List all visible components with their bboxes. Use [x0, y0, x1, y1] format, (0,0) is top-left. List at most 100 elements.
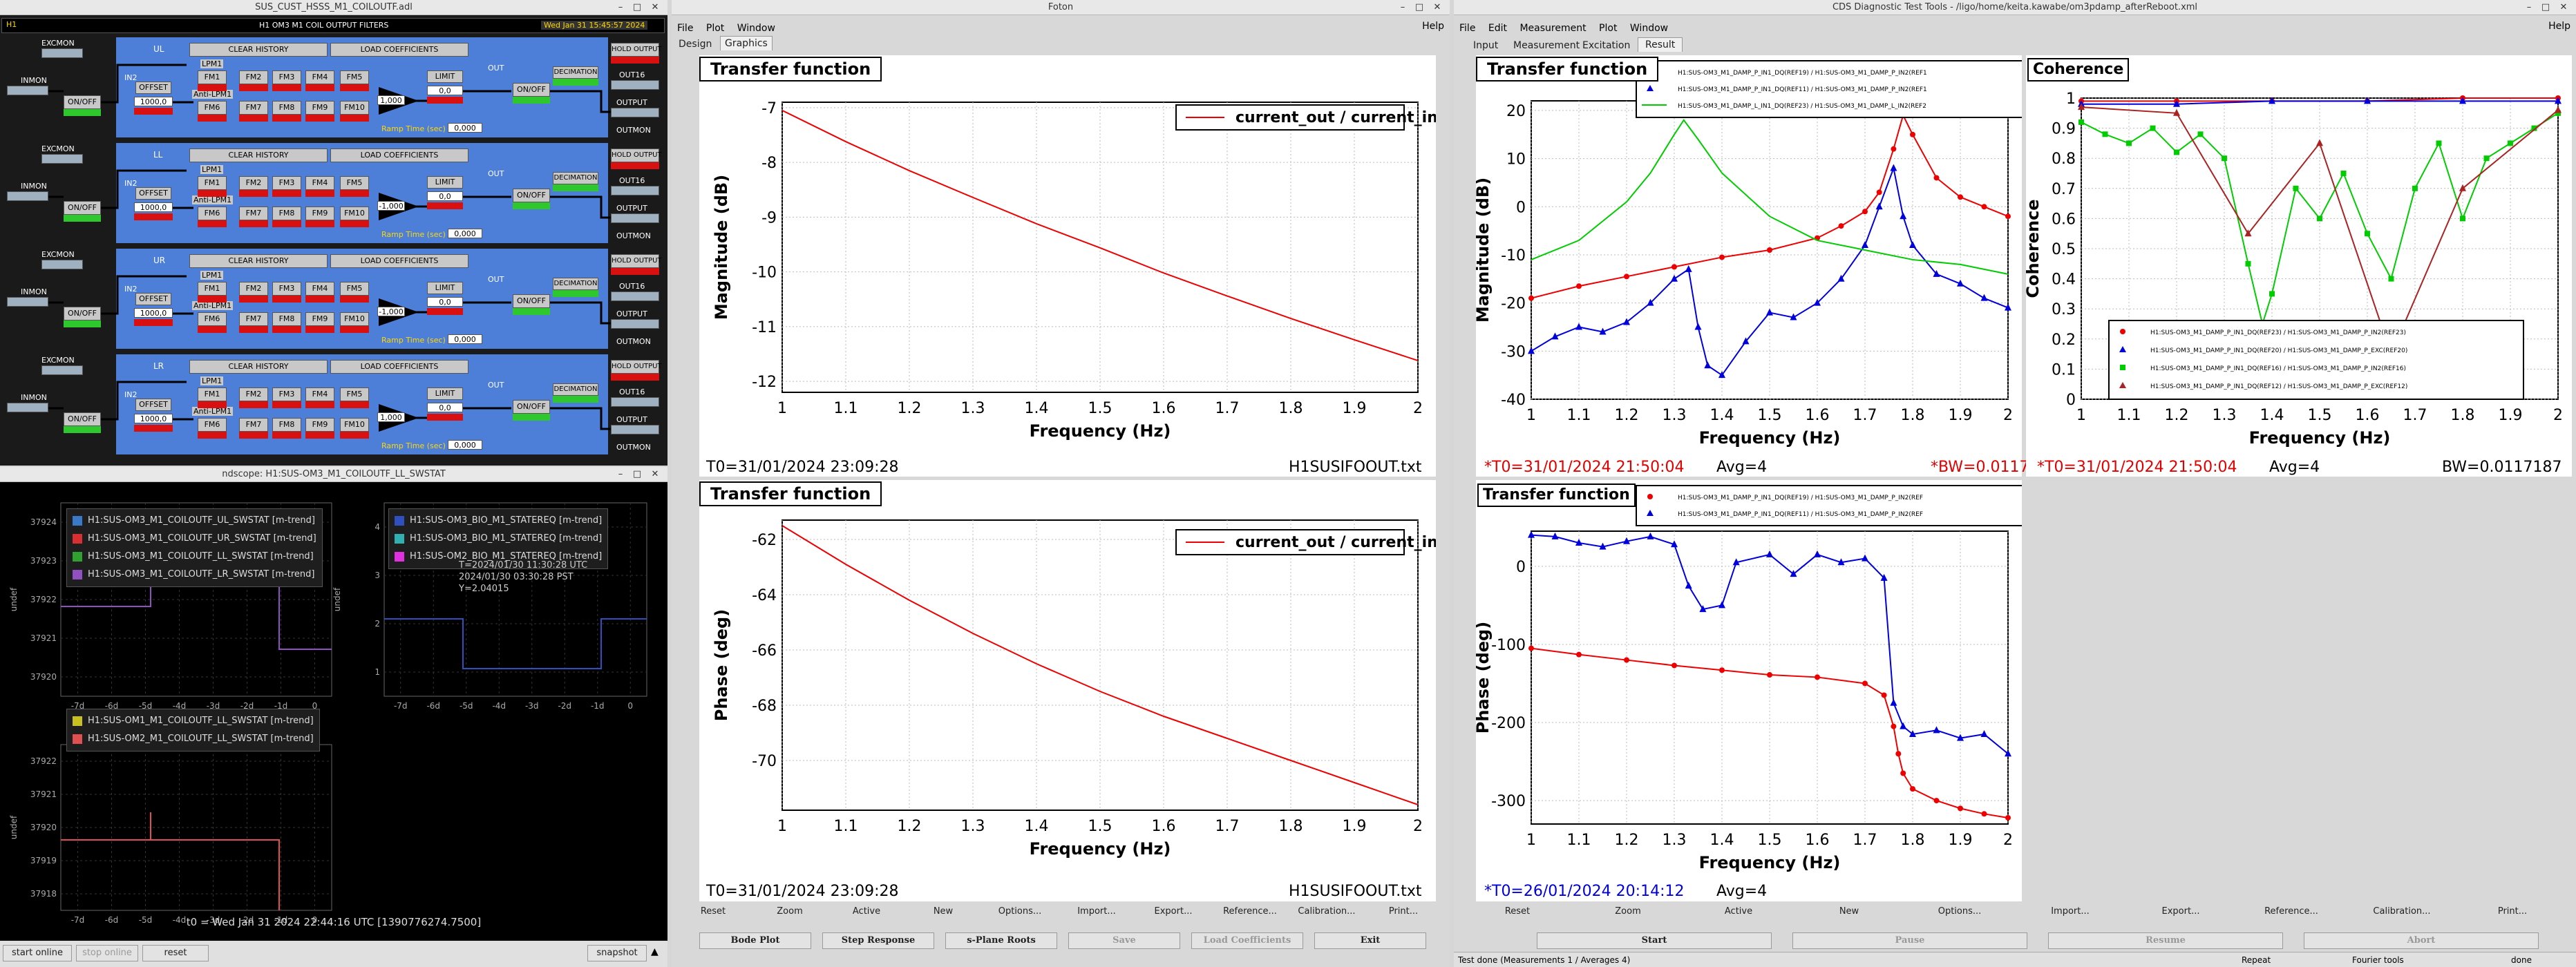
fm-button[interactable]: FM8	[272, 207, 301, 220]
fm-button[interactable]: FM7	[239, 101, 268, 115]
fm-button[interactable]: FM5	[340, 70, 369, 84]
chart-legend[interactable]: current_out / current_in	[1175, 104, 1438, 131]
limit-button[interactable]: LIMIT	[427, 176, 463, 189]
print-button[interactable]: Print...	[2459, 905, 2566, 920]
tab-graphics[interactable]: Graphics	[720, 36, 773, 50]
offset-button[interactable]: OFFSET	[135, 399, 171, 411]
options-button[interactable]: Options...	[983, 905, 1057, 920]
bode-plot-button[interactable]: Bode Plot	[699, 932, 811, 949]
stop-online-button[interactable]: stop online	[76, 945, 138, 961]
print-button[interactable]: Print...	[1366, 905, 1441, 920]
limit-button[interactable]: LIMIT	[427, 282, 463, 294]
load-coefficients-button[interactable]: LOAD COEFFICIENTS	[330, 254, 468, 268]
reset-button[interactable]: Reset	[676, 905, 750, 920]
maximize-icon[interactable]: □	[1414, 2, 1424, 12]
maximize-icon[interactable]: □	[632, 469, 642, 479]
fm-button[interactable]: FM4	[305, 387, 334, 401]
limit-value[interactable]: 0,0	[427, 191, 463, 201]
abort-button[interactable]: Abort	[2304, 932, 2539, 949]
output-onoff-button[interactable]: ON/OFF	[513, 294, 550, 308]
chart-legend[interactable]: H1:SUS-OM3_M1_DAMP_P_IN1_DQ(REF19) / H1:…	[1636, 485, 2024, 526]
ndscope-legend[interactable]: H1:SUS-OM3_BIO_M1_STATEREQ [m-trend] H1:S…	[388, 508, 609, 569]
offset-value[interactable]: 1000,0	[134, 308, 173, 318]
gain-value[interactable]: 1,000	[377, 412, 405, 422]
legend-item[interactable]: H1:SUS-OM3_M1_COILOUTF_LR_SWSTAT [m-tren…	[73, 566, 316, 584]
start-button[interactable]: Start	[1537, 932, 1772, 949]
offset-button[interactable]: OFFSET	[135, 187, 171, 200]
input-onoff-button[interactable]: ON/OFF	[64, 412, 101, 426]
load-coefficients-button[interactable]: LOAD COEFFICIENTS	[330, 149, 468, 162]
menu-plot[interactable]: Plot	[705, 23, 725, 34]
hold-output-button[interactable]: HOLD OUTPUT	[611, 254, 662, 268]
fm-button[interactable]: FM10	[340, 207, 369, 220]
offset-button[interactable]: OFFSET	[135, 82, 171, 94]
tab-input[interactable]: Input	[1473, 40, 1499, 51]
tab-result[interactable]: Result	[1638, 37, 1683, 52]
limit-button[interactable]: LIMIT	[427, 70, 463, 83]
hold-output-button[interactable]: HOLD OUTPUT	[611, 43, 662, 57]
close-icon[interactable]: ✕	[651, 2, 659, 12]
fm-button[interactable]: FM3	[272, 70, 301, 84]
reference-button[interactable]: Reference...	[1213, 905, 1287, 920]
snapshot-button[interactable]: snapshot	[587, 945, 647, 961]
gain-value[interactable]: -1,000	[377, 201, 405, 211]
legend-item[interactable]: H1:SUS-OM3_BIO_M1_STATEREQ [m-trend]	[395, 512, 602, 530]
tab-design[interactable]: Design	[679, 39, 712, 50]
hold-output-button[interactable]: HOLD OUTPUT	[611, 360, 662, 374]
fm-button[interactable]: FM9	[305, 418, 334, 432]
fm-button[interactable]: FM1	[198, 387, 227, 401]
dtt-phase-plot[interactable]: 1 1.1 1.2 1.3 1.4 1.5 1.6 1.7 1.8 1.9 2 0 -100 -200 -3…	[1473, 480, 2024, 901]
calibration-button[interactable]: Calibration...	[1289, 905, 1364, 920]
clear-history-button[interactable]: CLEAR HISTORY	[189, 149, 328, 162]
ramp-value[interactable]: 0,000	[448, 440, 482, 450]
step-response-button[interactable]: Step Response	[822, 932, 934, 949]
output-onoff-button[interactable]: ON/OFF	[513, 83, 550, 97]
reset-button[interactable]: Reset	[1464, 905, 1571, 920]
offset-value[interactable]: 1000,0	[134, 414, 173, 423]
s-plane-roots-button[interactable]: s-Plane Roots	[945, 932, 1057, 949]
fm-button[interactable]: FM8	[272, 418, 301, 432]
limit-value[interactable]: 0,0	[427, 403, 463, 412]
tab-measurement[interactable]: Measurement	[1513, 40, 1580, 51]
reset-button[interactable]: reset	[142, 945, 209, 961]
options-button[interactable]: Options...	[1906, 905, 2014, 920]
fm-button[interactable]: FM8	[272, 101, 301, 115]
fm-button[interactable]: FM9	[305, 101, 334, 115]
fm-button[interactable]: FM3	[272, 282, 301, 296]
menu-window[interactable]: Window	[737, 23, 775, 34]
offset-button[interactable]: OFFSET	[135, 293, 171, 305]
reference-button[interactable]: Reference...	[2237, 905, 2345, 920]
minimize-icon[interactable]: –	[1400, 2, 1405, 12]
new-button[interactable]: New	[906, 905, 981, 920]
minimize-icon[interactable]: –	[618, 469, 623, 479]
input-onoff-button[interactable]: ON/OFF	[64, 201, 101, 215]
clear-history-button[interactable]: CLEAR HISTORY	[189, 254, 328, 268]
dtt-coh-plot[interactable]: 1 1.1 1.2 1.3 1.4 1.5 1.6 1.7 1.8 1.9 2 0 0.1 0.2 0.3 0…	[2023, 55, 2572, 477]
fm-button[interactable]: FM3	[272, 176, 301, 190]
fm-button[interactable]: FM10	[340, 101, 369, 115]
import-button[interactable]: Import...	[2016, 905, 2124, 920]
legend-item[interactable]: H1:SUS-OM3_M1_COILOUTF_LL_SWSTAT [m-tren…	[73, 548, 316, 566]
fm-button[interactable]: FM6	[198, 312, 227, 326]
close-icon[interactable]: ✕	[651, 469, 659, 479]
foton-mag-plot[interactable]: 1 1.1 1.2 1.3 1.4 1.5 1.6 1.7 1.8 1.9 2 -7 -8 -9 -10 -1…	[699, 55, 1438, 477]
legend-item[interactable]: H1:SUS-OM1_M1_COILOUTF_LL_SWSTAT [m-tren…	[73, 712, 314, 730]
fm-button[interactable]: FM2	[239, 282, 268, 296]
foton-phase-plot[interactable]: 1 1.1 1.2 1.3 1.4 1.5 1.6 1.7 1.8 1.9 2 -62 -64 -66 -6…	[699, 480, 1438, 901]
menu-window[interactable]: Window	[1629, 23, 1669, 34]
fm-button[interactable]: FM7	[239, 418, 268, 432]
offset-value[interactable]: 1000,0	[134, 202, 173, 212]
menu-measurement[interactable]: Measurement	[1519, 23, 1587, 34]
maximize-icon[interactable]: □	[2541, 2, 2550, 12]
decimation-button[interactable]: DECIMATION	[553, 66, 598, 79]
load-coefficients-button[interactable]: LOAD COEFFICIENTS	[330, 43, 468, 57]
legend-item[interactable]: H1:SUS-OM3_BIO_M1_STATEREQ [m-trend]	[395, 530, 602, 548]
fm-button[interactable]: FM4	[305, 282, 334, 296]
fm-button[interactable]: FM8	[272, 312, 301, 326]
import-button[interactable]: Import...	[1059, 905, 1134, 920]
ramp-value[interactable]: 0,000	[448, 229, 482, 238]
decimation-button[interactable]: DECIMATION	[553, 172, 598, 184]
menu-file[interactable]: File	[677, 23, 694, 34]
menu-help[interactable]: Help	[1422, 21, 1444, 32]
load-coefficients-button[interactable]: Load Coefficients	[1191, 932, 1303, 949]
